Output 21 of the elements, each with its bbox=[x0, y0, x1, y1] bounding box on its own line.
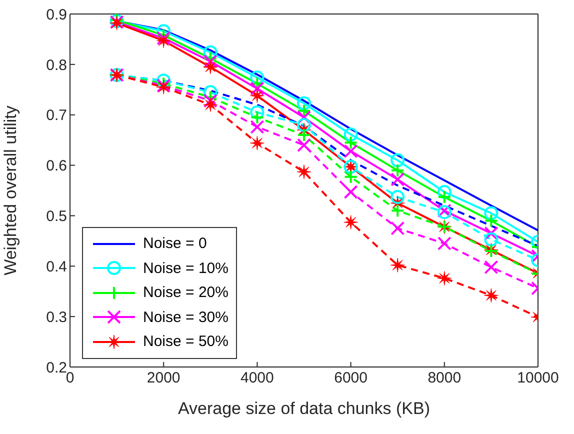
x-axis-title: Average size of data chunks (KB) bbox=[178, 399, 430, 418]
legend-label: Noise = 20% bbox=[143, 284, 228, 302]
legend-label: Noise = 0 bbox=[143, 235, 207, 252]
y-tick-label: 0.5 bbox=[46, 208, 67, 226]
x-tick-label: 10000 bbox=[517, 370, 559, 387]
y-axis-title: Weighted overall utility bbox=[1, 105, 20, 276]
y-tick-label: 0.7 bbox=[46, 107, 67, 124]
y-tick-label: 0.6 bbox=[46, 158, 67, 175]
x-tick-label: 0 bbox=[66, 370, 74, 387]
x-tick-label: 4000 bbox=[240, 370, 274, 387]
x-tick-label: 8000 bbox=[428, 370, 462, 387]
y-tick-label: 0.2 bbox=[46, 359, 67, 376]
y-tick-label: 0.3 bbox=[46, 308, 67, 326]
legend-label: Noise = 50% bbox=[143, 333, 228, 350]
legend-label: Noise = 10% bbox=[143, 260, 228, 277]
y-tick-label: 0.9 bbox=[46, 6, 67, 24]
x-tick-label: 2000 bbox=[146, 370, 180, 387]
y-tick-label: 0.4 bbox=[46, 258, 67, 276]
legend-label: Noise = 30% bbox=[143, 308, 228, 326]
x-tick-label: 6000 bbox=[334, 370, 368, 387]
y-tick-label: 0.8 bbox=[46, 56, 67, 74]
